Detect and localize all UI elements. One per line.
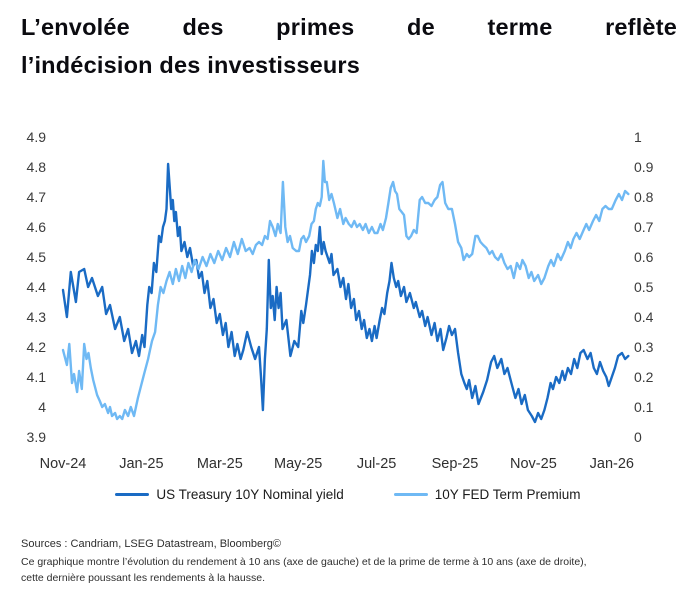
x-axis-tick-label: Jan-26 — [590, 456, 634, 472]
description-line-1: Ce graphique montre l’évolution du rende… — [21, 556, 587, 568]
y-axis-right-tick-label: 0.3 — [634, 339, 654, 355]
y-axis-right-tick-label: 0.6 — [634, 249, 654, 265]
title-line-2: l’indécision des investisseurs — [21, 52, 361, 78]
y-axis-right-tick-label: 0.1 — [634, 399, 654, 415]
term-premium-series-line — [61, 159, 630, 421]
x-axis-tick-label: Jul-25 — [357, 456, 397, 472]
legend-label-term-premium: 10Y FED Term Premium — [434, 487, 581, 502]
term-premium-line-swatch-icon — [393, 493, 428, 496]
description-line-2: cette dernière poussant les rendements à… — [21, 571, 265, 584]
x-axis-tick-label: Mar-25 — [197, 456, 243, 472]
y-axis-left-tick-label: 4.9 — [27, 129, 47, 145]
x-axis-tick-label: Sep-25 — [432, 456, 479, 472]
chart-legend: US Treasury 10Y Nominal yield 10Y FED Te… — [0, 487, 696, 502]
y-axis-left-tick-label: 4 — [38, 399, 46, 415]
y-axis-left-tick-label: 4.5 — [27, 249, 47, 265]
y-axis-left-tick-label: 3.9 — [27, 429, 47, 445]
title-line-1: L’envolée des primes de terme reflète — [21, 14, 677, 40]
y-axis-right-tick-label: 0.8 — [634, 189, 654, 205]
treasury-series-line — [61, 162, 630, 424]
y-axis-right-tick-label: 0 — [634, 429, 642, 445]
y-axis-left-tick-label: 4.7 — [27, 189, 47, 205]
x-axis-tick-label: Nov-24 — [40, 456, 87, 472]
y-axis-right-tick-label: 0.5 — [634, 279, 654, 295]
y-axis-left-tick-label: 4.6 — [27, 219, 47, 235]
y-axis-right-tick-label: 0.4 — [634, 309, 654, 325]
y-axis-left-tick-label: 4.3 — [27, 309, 47, 325]
y-axis-left-tick-label: 4.1 — [27, 369, 47, 385]
legend-label-treasury: US Treasury 10Y Nominal yield — [156, 487, 344, 502]
y-axis-left-tick-label: 4.2 — [27, 339, 47, 355]
y-axis-left-tick-label: 4.4 — [27, 279, 47, 295]
chart-footer: Sources : Candriam, LSEG Datastream, Blo… — [21, 538, 681, 586]
y-axis-right-tick-label: 0.7 — [634, 219, 654, 235]
x-axis-tick-label: Nov-25 — [510, 456, 557, 472]
y-axis-right-tick-label: 0.2 — [634, 369, 654, 385]
page-title: L’envolée des primes de terme reflète l’… — [21, 8, 677, 84]
y-axis-right-tick-label: 0.9 — [634, 159, 654, 175]
y-axis-right-tick-label: 1 — [634, 129, 642, 145]
legend-item-treasury: US Treasury 10Y Nominal yield — [115, 487, 344, 502]
x-axis-tick-label: Jan-25 — [119, 456, 163, 472]
legend-item-term-premium: 10Y FED Term Premium — [393, 487, 581, 502]
y-axis-left-tick-label: 4.8 — [27, 159, 47, 175]
treasury-line-swatch-icon — [115, 493, 150, 496]
sources-text: Sources : Candriam, LSEG Datastream, Blo… — [21, 538, 281, 550]
line-chart: 4.9 4.8 4.7 4.6 4.5 4.4 4.3 4.2 4.1 4 3.9 1 0.9 0.8 0.… — [27, 129, 654, 472]
x-axis-tick-label: May-25 — [274, 456, 322, 472]
